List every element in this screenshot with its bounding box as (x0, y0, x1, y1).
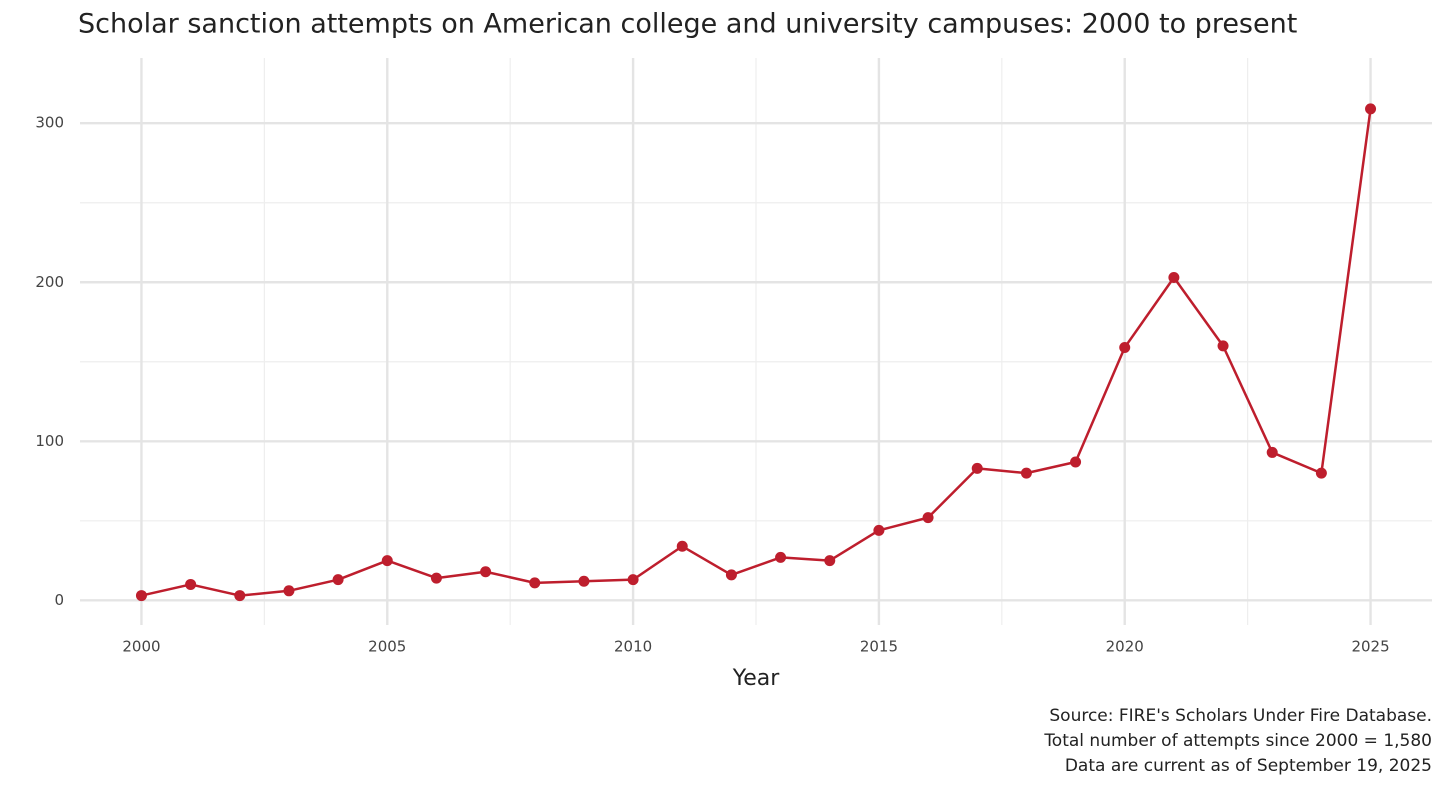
point (1266, 446, 1278, 458)
point (578, 575, 590, 587)
point (1315, 467, 1327, 479)
point (676, 540, 688, 552)
point (529, 577, 541, 589)
point (1168, 271, 1180, 283)
point (1119, 341, 1131, 353)
chart-title: Scholar sanction attempts on American co… (78, 9, 1297, 40)
point (332, 574, 344, 586)
caption: Data are current as of September 19, 202… (1065, 756, 1432, 776)
point (1217, 340, 1229, 352)
caption: Source: FIRE's Scholars Under Fire Datab… (1049, 706, 1432, 726)
y-tick-label: 0 (54, 591, 64, 609)
point (725, 569, 737, 581)
x-tick-label: 2000 (122, 638, 160, 656)
point (922, 512, 934, 524)
point (1020, 467, 1032, 479)
y-tick-label: 100 (35, 432, 64, 450)
x-tick-label: 2005 (368, 638, 406, 656)
point (627, 574, 639, 586)
point (824, 555, 836, 567)
x-axis-label: Year (732, 666, 781, 691)
y-tick-label: 300 (35, 114, 64, 132)
x-tick-label: 2025 (1351, 638, 1389, 656)
point (381, 555, 393, 567)
line (141, 108, 1372, 597)
x-tick-label: 2015 (860, 638, 898, 656)
point (283, 585, 295, 597)
point (480, 566, 492, 578)
y-tick-label: 200 (35, 273, 64, 291)
point (1365, 103, 1377, 115)
point (1070, 456, 1082, 468)
point (135, 590, 147, 602)
point (873, 524, 885, 536)
point (430, 572, 442, 584)
x-tick-label: 2020 (1106, 638, 1144, 656)
point (775, 551, 787, 563)
point (234, 590, 246, 602)
point (971, 462, 983, 474)
x-tick-label: 2010 (614, 638, 652, 656)
point (185, 578, 197, 590)
caption: Total number of attempts since 2000 = 1,… (1043, 731, 1432, 751)
